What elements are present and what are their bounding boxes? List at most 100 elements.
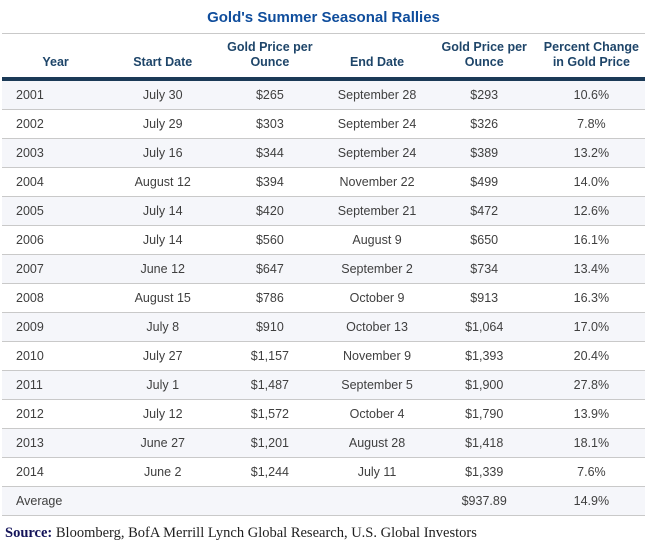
table-row: 2014 June 2 $1,244 July 11 $1,339 7.6% [2, 457, 645, 487]
cell-start-price: $1,572 [216, 399, 324, 429]
cell-start-price: $1,157 [216, 341, 324, 371]
source-text: Bloomberg, BofA Merrill Lynch Global Res… [55, 525, 477, 541]
cell-year: 2003 [2, 138, 110, 168]
table-row: 2006 July 14 $560 August 9 $650 16.1% [2, 225, 645, 255]
cell-average-end-price: $937.89 [430, 486, 538, 516]
cell-start-price: $1,487 [216, 370, 324, 400]
cell-start-price: $420 [216, 196, 324, 226]
cell-end-price: $1,064 [430, 312, 538, 342]
col-header-end-price: Gold Price per Ounce [430, 33, 538, 81]
cell-start-date: June 2 [109, 457, 217, 487]
table-row: 2010 July 27 $1,157 November 9 $1,393 20… [2, 341, 645, 371]
table-row: 2001 July 30 $265 September 28 $293 10.6… [2, 79, 645, 110]
cell-start-price: $560 [216, 225, 324, 255]
cell-start-date: July 1 [109, 370, 217, 400]
cell-end-date: August 28 [323, 428, 431, 458]
cell-end-date: September 28 [323, 79, 431, 110]
cell-end-price: $1,418 [430, 428, 538, 458]
cell-end-price: $650 [430, 225, 538, 255]
cell-year: 2009 [2, 312, 110, 342]
cell-pct-change: 7.8% [537, 109, 645, 139]
col-header-start-date: Start Date [109, 33, 217, 81]
cell-end-date: October 4 [323, 399, 431, 429]
cell-average-empty [216, 486, 324, 516]
cell-start-date: July 14 [109, 196, 217, 226]
table-row: 2007 June 12 $647 September 2 $734 13.4% [2, 254, 645, 284]
cell-pct-change: 16.3% [537, 283, 645, 313]
cell-pct-change: 10.6% [537, 79, 645, 110]
cell-end-price: $472 [430, 196, 538, 226]
cell-year: 2007 [2, 254, 110, 284]
cell-pct-change: 7.6% [537, 457, 645, 487]
cell-end-date: September 24 [323, 138, 431, 168]
source-line: Source: Bloomberg, BofA Merrill Lynch Gl… [0, 516, 647, 541]
cell-year: 2004 [2, 167, 110, 197]
cell-average-empty [109, 486, 217, 516]
cell-start-price: $786 [216, 283, 324, 313]
cell-year: 2008 [2, 283, 110, 313]
cell-start-date: July 14 [109, 225, 217, 255]
cell-pct-change: 18.1% [537, 428, 645, 458]
cell-start-price: $1,201 [216, 428, 324, 458]
col-header-end-date: End Date [323, 33, 431, 81]
cell-pct-change: 20.4% [537, 341, 645, 371]
table-header-row: Year Start Date Gold Price per Ounce End… [2, 33, 645, 81]
cell-start-price: $265 [216, 79, 324, 110]
cell-start-date: August 15 [109, 283, 217, 313]
cell-end-date: October 9 [323, 283, 431, 313]
cell-start-price: $647 [216, 254, 324, 284]
cell-end-date: October 13 [323, 312, 431, 342]
cell-year: 2012 [2, 399, 110, 429]
cell-end-price: $1,790 [430, 399, 538, 429]
table-row: 2011 July 1 $1,487 September 5 $1,900 27… [2, 370, 645, 400]
cell-year: 2006 [2, 225, 110, 255]
cell-year: 2010 [2, 341, 110, 371]
cell-year: 2005 [2, 196, 110, 226]
col-header-start-price: Gold Price per Ounce [216, 33, 324, 81]
source-label: Source: [5, 525, 53, 541]
cell-start-date: July 27 [109, 341, 217, 371]
table-row: 2012 July 12 $1,572 October 4 $1,790 13.… [2, 399, 645, 429]
page-title: Gold's Summer Seasonal Rallies [207, 9, 440, 26]
cell-end-price: $326 [430, 109, 538, 139]
cell-average-label: Average [2, 486, 110, 516]
cell-end-price: $389 [430, 138, 538, 168]
cell-pct-change: 13.2% [537, 138, 645, 168]
cell-end-price: $499 [430, 167, 538, 197]
cell-start-price: $303 [216, 109, 324, 139]
col-header-year: Year [2, 33, 110, 81]
table-row: 2008 August 15 $786 October 9 $913 16.3% [2, 283, 645, 313]
table-row: 2013 June 27 $1,201 August 28 $1,418 18.… [2, 428, 645, 458]
cell-pct-change: 14.0% [537, 167, 645, 197]
cell-start-date: June 27 [109, 428, 217, 458]
cell-start-price: $344 [216, 138, 324, 168]
cell-pct-change: 13.4% [537, 254, 645, 284]
cell-start-date: August 12 [109, 167, 217, 197]
table-row: 2002 July 29 $303 September 24 $326 7.8% [2, 109, 645, 139]
cell-start-date: July 8 [109, 312, 217, 342]
cell-start-date: July 16 [109, 138, 217, 168]
cell-year: 2002 [2, 109, 110, 139]
cell-end-date: November 22 [323, 167, 431, 197]
cell-end-date: September 21 [323, 196, 431, 226]
cell-start-date: July 29 [109, 109, 217, 139]
cell-pct-change: 13.9% [537, 399, 645, 429]
cell-end-date: September 5 [323, 370, 431, 400]
cell-start-date: June 12 [109, 254, 217, 284]
cell-end-price: $1,339 [430, 457, 538, 487]
cell-start-date: July 30 [109, 79, 217, 110]
cell-end-date: September 24 [323, 109, 431, 139]
cell-pct-change: 16.1% [537, 225, 645, 255]
cell-end-price: $1,393 [430, 341, 538, 371]
cell-year: 2011 [2, 370, 110, 400]
cell-year: 2013 [2, 428, 110, 458]
cell-average-empty [323, 486, 431, 516]
cell-end-price: $293 [430, 79, 538, 110]
cell-start-price: $910 [216, 312, 324, 342]
cell-average-pct-change: 14.9% [537, 486, 645, 516]
cell-end-date: August 9 [323, 225, 431, 255]
cell-start-price: $1,244 [216, 457, 324, 487]
cell-pct-change: 27.8% [537, 370, 645, 400]
table-row: 2004 August 12 $394 November 22 $499 14.… [2, 167, 645, 197]
